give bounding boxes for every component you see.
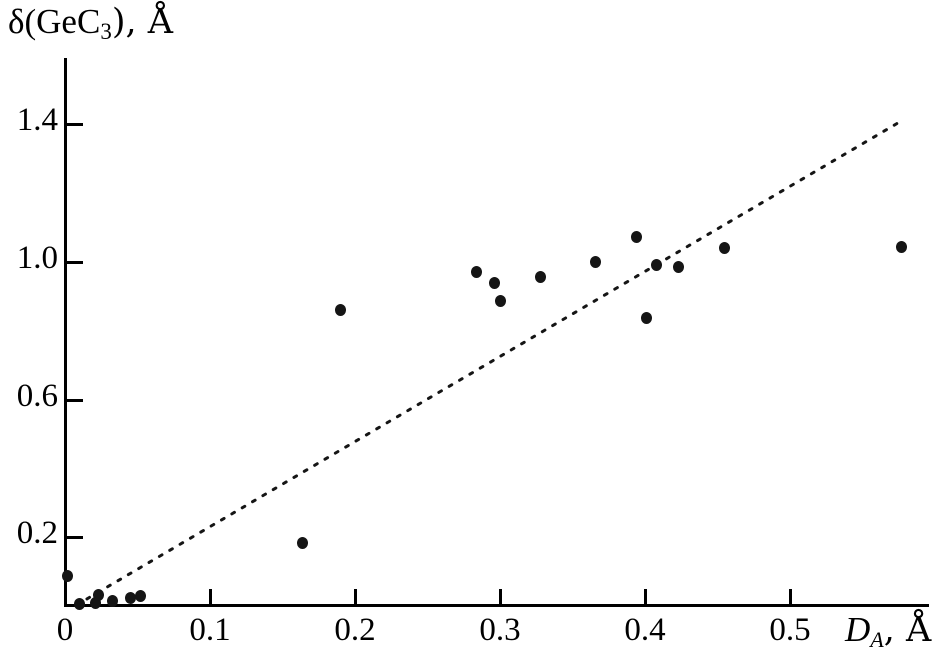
data-point <box>488 276 500 289</box>
data-point <box>89 596 101 609</box>
x-tick-label: 0.5 <box>769 612 811 648</box>
y-tick-label: 1.4 <box>16 102 58 139</box>
x-tick-mark <box>209 589 212 605</box>
x-tick-label: 0.3 <box>479 612 521 648</box>
data-point <box>134 590 146 603</box>
x-axis-label-subscript: A <box>870 627 884 652</box>
y-tick-mark <box>67 536 83 540</box>
x-tick-mark <box>644 589 647 605</box>
x-tick-label: 0 <box>56 612 74 648</box>
x-tick-label: 0.2 <box>334 612 376 648</box>
x-axis-label-suffix: , Å <box>883 610 932 650</box>
y-tick-label: 0.2 <box>16 515 58 552</box>
data-point <box>107 594 119 607</box>
data-point <box>719 242 731 255</box>
y-tick-label: 1.0 <box>16 240 58 276</box>
data-point <box>92 588 104 601</box>
data-point <box>630 230 642 243</box>
y-tick-mark <box>67 398 83 402</box>
data-point <box>590 256 602 268</box>
data-point <box>335 304 346 317</box>
x-axis-label: DA, Å <box>845 610 931 653</box>
data-point <box>124 592 136 605</box>
data-point <box>535 271 547 284</box>
data-point <box>640 311 652 324</box>
data-point <box>297 537 309 550</box>
x-axis-label-main: D <box>845 610 871 649</box>
data-point <box>651 259 663 272</box>
data-point <box>471 265 483 278</box>
x-tick-mark <box>354 589 357 605</box>
y-tick-mark <box>67 123 83 127</box>
data-point <box>896 240 908 253</box>
x-tick-mark <box>499 589 502 605</box>
y-axis-label: δ(GeC3), Å <box>8 2 173 45</box>
data-point <box>672 261 684 274</box>
data-point <box>494 294 506 307</box>
y-tick-mark <box>67 261 83 264</box>
x-tick-label: 0.4 <box>624 612 666 648</box>
y-axis-label-prefix: δ(GeC <box>8 2 101 41</box>
y-axis-label-suffix: ), Å <box>111 2 173 42</box>
x-axis-line <box>64 604 929 607</box>
x-tick-label: 0.1 <box>189 612 231 648</box>
y-axis-line <box>64 58 67 607</box>
y-tick-label: 0.6 <box>16 377 58 414</box>
data-point <box>62 570 74 583</box>
data-point <box>74 597 85 610</box>
y-axis-label-subscript: 3 <box>100 19 112 44</box>
x-tick-mark <box>789 589 792 605</box>
